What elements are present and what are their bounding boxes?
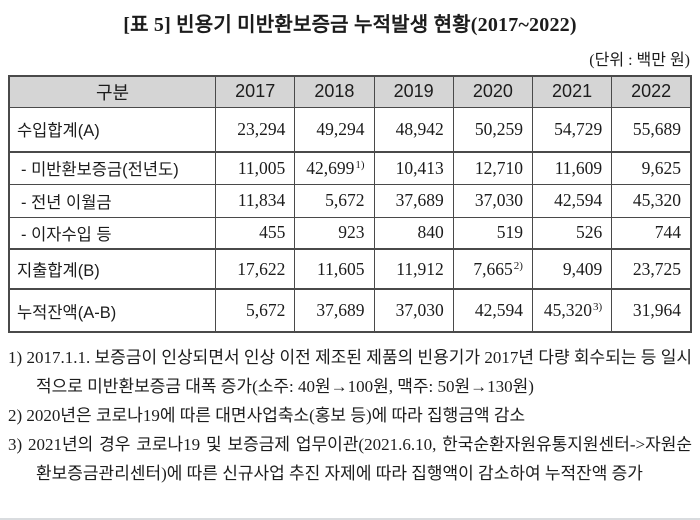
value-text: 42,699 xyxy=(306,157,355,178)
col-header-2021: 2021 xyxy=(531,75,613,108)
table-row-carryover: - 전년 이월금 11,834 5,672 37,689 37,030 42,5… xyxy=(8,183,692,218)
row-label-cell: - 이자수입 등 xyxy=(8,216,217,250)
row-label-cell: 누적잔액(A-B) xyxy=(8,288,217,333)
value-cell: 37,689 xyxy=(373,183,454,218)
footnote-marker: 3) xyxy=(8,435,23,454)
value-cell: 526 xyxy=(531,216,613,250)
col-header-2017: 2017 xyxy=(215,75,296,108)
table-row-income-total: 수입합계(A) 23,294 49,294 48,942 50,259 54,7… xyxy=(8,106,692,153)
footnote-marker: 2) xyxy=(8,406,23,425)
col-header-2019: 2019 xyxy=(373,75,454,108)
col-header-2018: 2018 xyxy=(294,75,375,108)
value-cell: 5,672 xyxy=(215,288,296,333)
value-cell: 42,6991) xyxy=(294,151,375,185)
value-text: 7,665 xyxy=(473,258,513,279)
footnote-text: 2021년의 경우 코로나19 및 보증금제 업무이관(2021.6.10, 한… xyxy=(28,435,693,483)
footnotes: 1) 2017.1.1. 보증금이 인상되면서 인상 이전 제조된 제품의 빈용… xyxy=(8,343,692,488)
value-cell: 45,320 xyxy=(611,183,692,218)
row-label-cell: - 미반환보증금(전년도) xyxy=(8,151,217,185)
value-cell: 23,725 xyxy=(611,248,692,290)
value-cell: 519 xyxy=(452,216,533,250)
value-cell: 54,729 xyxy=(531,106,613,153)
value-cell: 455 xyxy=(215,216,296,250)
value-cell: 11,912 xyxy=(373,248,454,290)
value-cell: 9,409 xyxy=(531,248,613,290)
value-cell: 37,689 xyxy=(294,288,375,333)
col-header-category: 구분 xyxy=(8,75,217,108)
footnote-marker: 1) xyxy=(8,348,23,367)
table-row-interest-income: - 이자수입 등 455 923 840 519 526 744 xyxy=(8,216,692,250)
value-cell: 42,594 xyxy=(452,288,533,333)
unit-note: (단위 : 백만 원) xyxy=(589,52,690,69)
footnote-2: 2) 2020년은 코로나19에 따른 대면사업축소(홍보 등)에 따라 집행금… xyxy=(8,401,692,430)
value-cell: 5,672 xyxy=(294,183,375,218)
footnote-ref-2: 2) xyxy=(513,259,523,272)
value-cell: 7,6652) xyxy=(452,248,533,290)
value-cell: 17,622 xyxy=(215,248,296,290)
value-cell: 744 xyxy=(611,216,692,250)
value-cell: 11,605 xyxy=(294,248,375,290)
value-cell: 11,834 xyxy=(215,183,296,218)
table-title: [표 5] 빈용기 미반환보증금 누적발생 현황(2017~2022) xyxy=(123,14,577,36)
value-cell: 840 xyxy=(373,216,454,250)
footnote-ref-1: 1) xyxy=(355,158,365,171)
value-cell: 11,609 xyxy=(531,151,613,185)
row-label-cell: - 전년 이월금 xyxy=(8,183,217,218)
footnote-text: 2017.1.1. 보증금이 인상되면서 인상 이전 제조된 제품의 빈용기가 … xyxy=(26,348,693,396)
value-cell: 37,030 xyxy=(452,183,533,218)
footnote-text: 2020년은 코로나19에 따른 대면사업축소(홍보 등)에 따라 집행금액 감… xyxy=(26,406,526,425)
footnote-ref-3: 3) xyxy=(593,301,603,313)
page-bottom-divider xyxy=(0,518,700,520)
value-cell: 55,689 xyxy=(611,106,692,153)
value-cell: 10,413 xyxy=(373,151,454,185)
deposit-table: 구분 2017 2018 2019 2020 2021 2022 수입합계(A)… xyxy=(8,75,692,333)
value-cell: 31,964 xyxy=(611,288,692,333)
value-cell: 23,294 xyxy=(215,106,296,153)
value-cell: 12,710 xyxy=(452,151,533,185)
value-cell: 11,005 xyxy=(215,151,296,185)
value-cell: 50,259 xyxy=(452,106,533,153)
footnote-1: 1) 2017.1.1. 보증금이 인상되면서 인상 이전 제조된 제품의 빈용… xyxy=(8,343,692,401)
table-row-cumulative-balance: 누적잔액(A-B) 5,672 37,689 37,030 42,594 45,… xyxy=(8,288,692,333)
col-header-2022: 2022 xyxy=(611,75,692,108)
value-cell: 9,625 xyxy=(611,151,692,185)
table-row-unreturned-deposit: - 미반환보증금(전년도) 11,005 42,6991) 10,413 12,… xyxy=(8,151,692,185)
table-header-row: 구분 2017 2018 2019 2020 2021 2022 xyxy=(8,75,692,108)
value-cell: 37,030 xyxy=(373,288,454,333)
footnote-3: 3) 2021년의 경우 코로나19 및 보증금제 업무이관(2021.6.10… xyxy=(8,430,692,488)
value-cell: 42,594 xyxy=(531,183,613,218)
value-text: 45,320 xyxy=(543,300,593,320)
col-header-2020: 2020 xyxy=(452,75,533,108)
value-cell: 49,294 xyxy=(294,106,375,153)
table-row-expense-total: 지출합계(B) 17,622 11,605 11,912 7,6652) 9,4… xyxy=(8,248,692,290)
value-cell: 48,942 xyxy=(373,106,454,153)
value-cell: 45,3203) xyxy=(531,288,613,333)
row-label-cell: 수입합계(A) xyxy=(8,106,217,153)
value-cell: 923 xyxy=(294,216,375,250)
row-label-cell: 지출합계(B) xyxy=(8,248,217,290)
